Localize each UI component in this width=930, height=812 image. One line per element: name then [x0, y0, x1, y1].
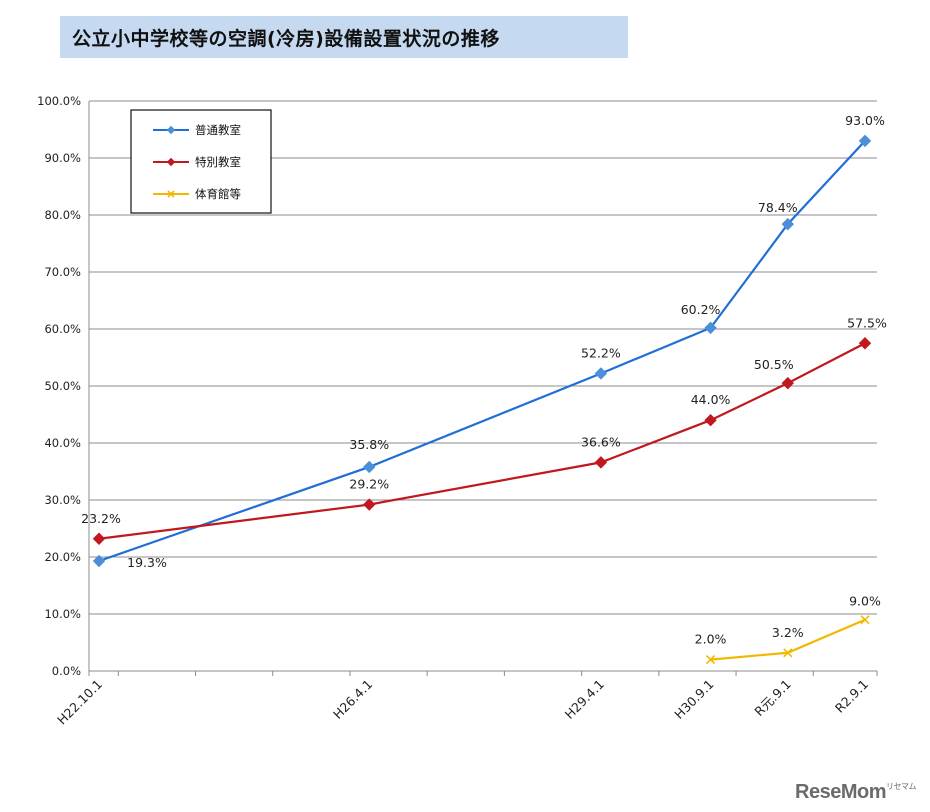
series-line	[98, 342, 866, 540]
data-label: 57.5%	[847, 315, 887, 330]
data-label: 36.6%	[581, 434, 621, 449]
data-label: 52.2%	[581, 345, 621, 360]
data-label: 2.0%	[695, 632, 727, 647]
data-label: 60.2%	[681, 302, 721, 317]
data-label: 9.0%	[849, 594, 881, 609]
resemom-logo: ReseMomリセマム	[795, 781, 916, 804]
y-tick-label: 90.0%	[44, 151, 81, 165]
chart-title: 公立小中学校等の空調(冷房)設備設置状況の推移	[72, 28, 500, 50]
y-tick-label: 80.0%	[44, 208, 81, 222]
data-point	[92, 532, 106, 545]
data-label: 50.5%	[754, 357, 794, 372]
legend-marker	[166, 125, 176, 135]
y-tick-label: 70.0%	[44, 265, 81, 279]
x-tick-label: H22.10.1	[54, 677, 105, 728]
data-point	[781, 217, 794, 231]
x-tick-label: H29.4.1	[562, 677, 607, 722]
data-point	[594, 456, 608, 469]
y-tick-label: 40.0%	[44, 436, 81, 450]
data-point	[363, 460, 376, 474]
y-tick-label: 20.0%	[44, 550, 81, 564]
data-point	[858, 134, 872, 148]
legend-label: 特別教室	[195, 155, 241, 169]
series-line	[98, 140, 866, 563]
y-tick-label: 0.0%	[52, 664, 81, 678]
legend-label: 体育館等	[195, 187, 241, 201]
title-banner: 公立小中学校等の空調(冷房)設備設置状況の推移	[60, 16, 628, 58]
data-label: 35.8%	[349, 437, 389, 452]
data-label: 78.4%	[758, 200, 798, 215]
data-label: 93.0%	[845, 113, 885, 128]
data-point	[860, 615, 870, 625]
data-label: 23.2%	[81, 511, 121, 526]
y-tick-label: 60.0%	[44, 322, 81, 336]
data-point	[781, 376, 794, 390]
data-label: 19.3%	[127, 555, 167, 570]
data-point	[363, 498, 376, 511]
data-point	[594, 367, 608, 380]
data-point	[783, 648, 793, 658]
data-point	[858, 337, 872, 350]
data-label: 44.0%	[691, 392, 731, 407]
y-tick-label: 100.0%	[37, 94, 81, 108]
data-point	[705, 655, 716, 665]
y-tick-label: 30.0%	[44, 493, 81, 507]
x-tick-label: H30.9.1	[671, 677, 716, 722]
data-point	[704, 413, 717, 427]
watermark-subtext: リセマム	[886, 782, 917, 791]
data-point	[92, 554, 106, 568]
data-point	[704, 321, 717, 335]
watermark-text: ReseMom	[795, 781, 886, 803]
x-tick-label: H26.4.1	[330, 677, 375, 722]
data-label: 29.2%	[349, 477, 389, 492]
legend-label: 普通教室	[195, 123, 241, 137]
legend-marker	[166, 157, 176, 167]
x-tick-label: R元.9.1	[751, 677, 793, 719]
x-tick-label: R2.9.1	[832, 677, 871, 716]
y-tick-label: 10.0%	[44, 607, 81, 621]
legend-marker	[167, 190, 175, 198]
data-label: 3.2%	[772, 625, 804, 640]
y-tick-label: 50.0%	[44, 379, 81, 393]
